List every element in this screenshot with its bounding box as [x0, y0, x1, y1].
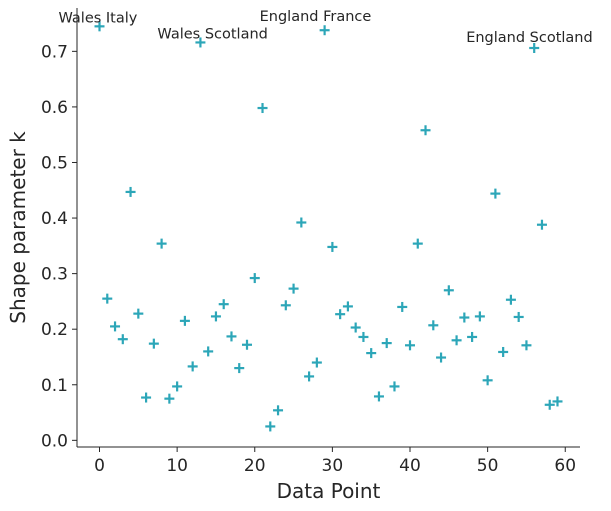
data-point: [148, 338, 159, 349]
data-point: [373, 391, 384, 402]
data-point: [319, 25, 330, 36]
data-point: [451, 335, 462, 346]
data-point: [443, 285, 454, 296]
data-point: [505, 294, 516, 305]
data-point: [358, 331, 369, 342]
data-point: [350, 322, 361, 333]
data-point: [335, 309, 346, 320]
x-tick-label: 20: [244, 456, 266, 476]
point-annotation: Wales Scotland: [157, 26, 267, 42]
y-axis-ticks: 0.0 0.1 0.2 0.3 0.4 0.5 0.6 0.7: [41, 42, 77, 451]
y-tick-label: 0.7: [41, 42, 68, 62]
y-tick-label: 0.6: [41, 98, 68, 118]
point-annotation: Wales Italy: [59, 10, 138, 26]
data-point: [164, 393, 175, 404]
data-point: [210, 311, 221, 322]
data-point: [218, 299, 229, 310]
data-point: [249, 273, 260, 284]
data-point: [187, 361, 198, 372]
data-point: [172, 381, 183, 392]
plot-area: [94, 21, 563, 432]
data-point: [102, 293, 113, 304]
data-point: [459, 312, 470, 323]
x-tick-label: 40: [399, 456, 421, 476]
data-point: [203, 346, 214, 357]
y-tick-label: 0.0: [41, 431, 68, 451]
data-point: [156, 238, 167, 249]
data-point: [241, 339, 252, 350]
data-point: [412, 238, 423, 249]
x-tick-label: 10: [166, 456, 188, 476]
data-point: [125, 186, 136, 197]
y-tick-label: 0.5: [41, 153, 68, 173]
data-point: [381, 338, 392, 349]
data-point: [257, 103, 268, 114]
data-point: [288, 283, 299, 294]
x-tick-label: 0: [94, 456, 105, 476]
data-point: [405, 340, 416, 351]
y-tick-label: 0.1: [41, 376, 68, 396]
data-point: [428, 320, 439, 331]
point-annotation: England Scotland: [466, 30, 593, 46]
y-tick-label: 0.2: [41, 320, 68, 340]
data-point: [311, 357, 322, 368]
data-point: [226, 331, 237, 342]
y-tick-label: 0.3: [41, 265, 68, 285]
data-point: [397, 301, 408, 312]
data-point: [474, 311, 485, 322]
x-axis-ticks: 0 10 20 30 40 50 60: [94, 447, 576, 476]
data-point: [273, 405, 284, 416]
data-point: [133, 308, 144, 319]
data-point: [110, 321, 121, 332]
x-tick-label: 60: [554, 456, 576, 476]
data-point: [195, 37, 206, 48]
data-point: [490, 188, 501, 199]
data-point: [280, 300, 291, 311]
data-point: [536, 219, 547, 230]
data-point: [513, 311, 524, 322]
data-point: [234, 363, 245, 374]
data-point: [366, 348, 377, 359]
data-point: [342, 301, 353, 312]
x-axis-label: Data Point: [277, 479, 381, 503]
data-point: [420, 125, 431, 136]
data-point: [179, 315, 190, 326]
data-point: [467, 331, 478, 342]
point-annotation: England France: [260, 9, 372, 25]
data-point: [304, 371, 315, 382]
y-tick-label: 0.4: [41, 209, 68, 229]
y-axis-label: Shape parameter k: [6, 131, 30, 324]
data-point: [389, 381, 400, 392]
data-point: [117, 334, 128, 345]
data-point: [296, 217, 307, 228]
data-point: [521, 340, 532, 351]
data-point: [552, 396, 563, 407]
data-point: [544, 399, 555, 410]
data-point: [94, 21, 105, 32]
data-point: [482, 375, 493, 386]
data-point: [265, 421, 276, 432]
x-tick-label: 50: [477, 456, 499, 476]
x-tick-label: 30: [322, 456, 344, 476]
data-point: [529, 43, 540, 54]
data-point: [498, 346, 509, 357]
data-point: [141, 392, 152, 403]
data-point: [327, 241, 338, 252]
data-point: [436, 352, 447, 363]
